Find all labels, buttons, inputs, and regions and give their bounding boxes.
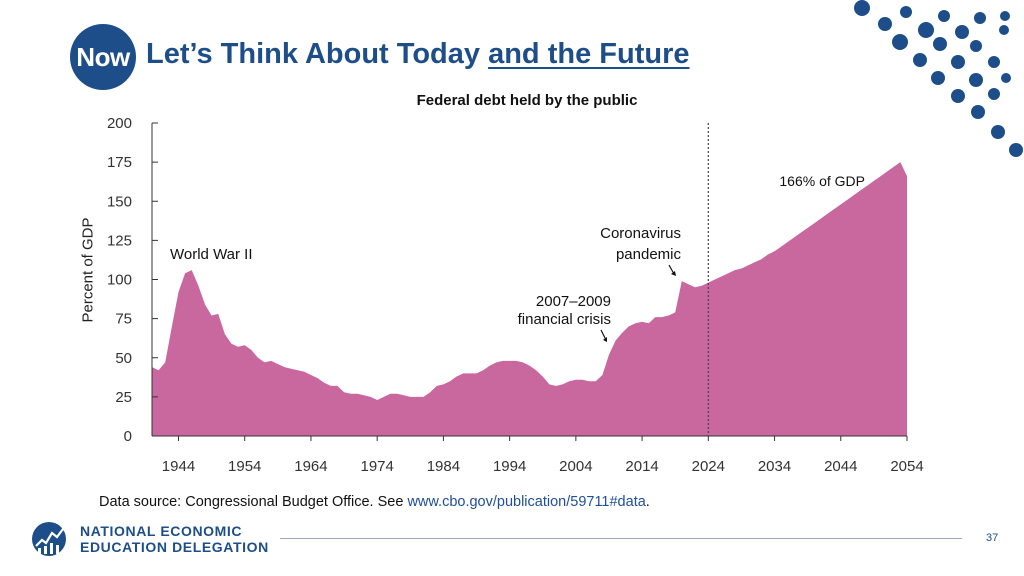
x-tick-label: 2044 <box>824 458 857 475</box>
slide-title-main: Let’s Think About Today <box>146 38 489 70</box>
financial-crisis-arrowhead <box>603 337 607 342</box>
x-tick-label: 2024 <box>692 458 725 475</box>
slide-title: Let’s Think About Today and the Future <box>146 38 689 71</box>
logo-line-1: NATIONAL ECONOMIC <box>80 523 243 539</box>
slide-title-underlined: and the Future <box>488 38 690 70</box>
annotation-financial-crisis-line-2: financial crisis <box>518 311 611 328</box>
x-tick-label: 1994 <box>493 458 526 475</box>
logo-line-2: EDUCATION DELEGATION <box>80 539 269 555</box>
annotation-coronavirus-line-2: pandemic <box>616 246 682 263</box>
x-tick-label: 1954 <box>228 458 261 475</box>
y-tick-label: 25 <box>115 389 132 406</box>
y-tick-label: 50 <box>115 350 132 367</box>
x-tick-label: 1964 <box>294 458 327 475</box>
y-tick-label: 100 <box>107 272 132 289</box>
x-tick-label: 1974 <box>360 458 393 475</box>
y-tick-label: 200 <box>107 115 132 132</box>
x-tick-label: 1984 <box>427 458 460 475</box>
y-tick-label: 75 <box>115 311 132 328</box>
source-prefix: Data source: Congressional Budget Office… <box>99 494 408 510</box>
y-tick-label: 125 <box>107 232 132 249</box>
financial-crisis-arrow <box>600 329 607 341</box>
x-tick-label: 2014 <box>625 458 658 475</box>
y-tick-label: 150 <box>107 193 132 210</box>
y-tick-label: 0 <box>124 428 132 445</box>
y-tick-label: 175 <box>107 154 132 171</box>
chart-title: Federal debt held by the public <box>416 92 638 109</box>
annotation-financial-crisis-line-1: 2007–2009 <box>536 293 611 310</box>
source-suffix: . <box>645 494 650 510</box>
debt-area <box>152 162 907 436</box>
x-tick-label: 2004 <box>559 458 592 475</box>
x-tick-label: 2054 <box>890 458 923 475</box>
x-tick-label: 2034 <box>758 458 791 475</box>
page-number: 37 <box>986 532 999 544</box>
x-tick-label: 1944 <box>162 458 195 475</box>
logo-text: NATIONAL ECONOMIC EDUCATION DELEGATION <box>80 523 269 555</box>
footer-divider <box>280 538 962 539</box>
now-badge: Now <box>70 24 136 90</box>
now-badge-text: Now <box>76 41 130 72</box>
annotation-world-war-ii: World War II <box>170 246 253 263</box>
coronavirus-arrowhead <box>671 271 676 276</box>
need-logo-icon <box>32 522 66 556</box>
annotation-coronavirus-line-1: Coronavirus <box>600 225 681 242</box>
source-link[interactable]: www.cbo.gov/publication/59711#data <box>407 494 646 510</box>
data-source: Data source: Congressional Budget Office… <box>99 494 650 510</box>
annotation-166-percent: 166% of GDP <box>779 173 865 189</box>
